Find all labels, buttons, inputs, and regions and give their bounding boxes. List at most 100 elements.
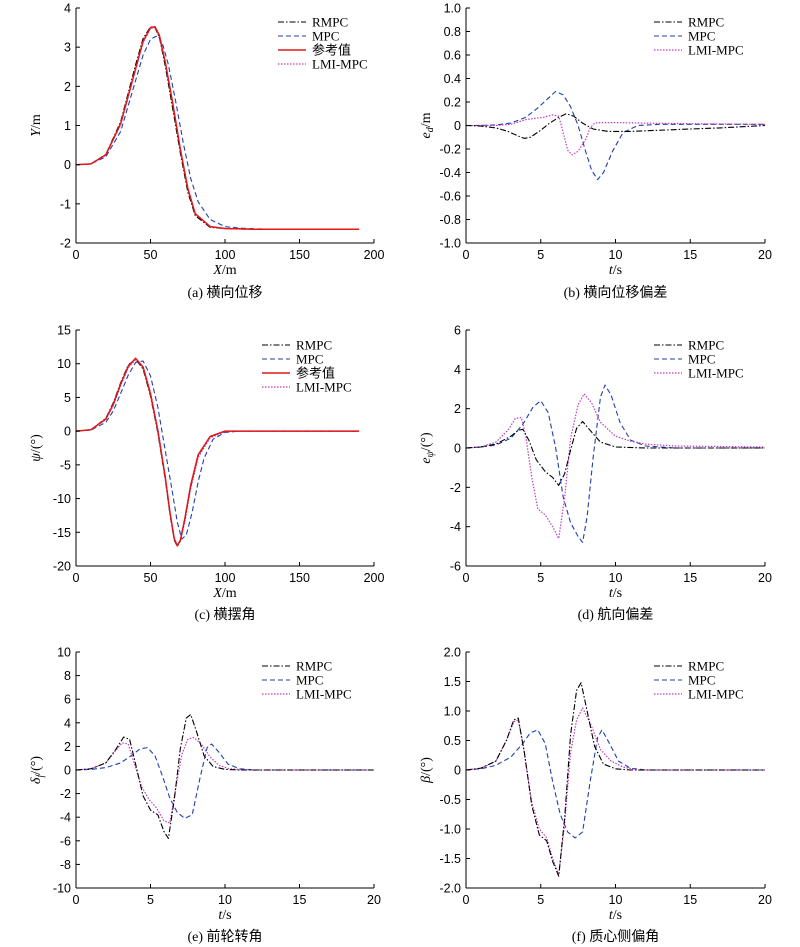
- y-tick-label: 4: [64, 2, 71, 16]
- y-axis-label: eψ/(°): [419, 432, 436, 464]
- legend-label-LMI-MPC: LMI-MPC: [296, 687, 352, 702]
- y-tick-label: -20: [53, 560, 71, 574]
- y-tick-label: 1: [64, 119, 71, 133]
- legend-label-RMPC: RMPC: [296, 659, 332, 674]
- y-tick-label: -0.6: [439, 190, 461, 204]
- legend-label-RMPC: RMPC: [688, 15, 724, 30]
- y-tick-label: 0: [64, 764, 71, 778]
- series-line-LMI-MPC: [465, 707, 765, 876]
- series-line-LMI-MPC: [466, 114, 766, 156]
- chart-panel-0: 0 50 100 150 200 -2 -1 0 1 2 3 4 X/m Y/m RMPCMPC参考值LMI…: [29, 2, 384, 302]
- y-tick-label: 0.5: [444, 734, 461, 748]
- y-tick-label: -10: [53, 492, 71, 506]
- x-axis-label: X/m: [212, 586, 236, 601]
- chart-panel-3: 0 5 10 15 20 -6 -4 -2 0 2 4 6 t/s eψ/(°) RMPCMPCLMI-MP…: [419, 324, 772, 624]
- y-tick-label: -1.5: [439, 852, 461, 866]
- y-tick-label: 6: [454, 324, 461, 338]
- y-tick-label: -0.8: [439, 213, 461, 227]
- x-tick-label: 0: [73, 248, 80, 262]
- x-tick-label: 0: [463, 248, 470, 262]
- y-tick-label: -6: [60, 834, 71, 848]
- series-line-MPC: [466, 90, 765, 181]
- x-axis-label: t/s: [609, 263, 622, 278]
- x-tick-label: 0: [73, 893, 80, 907]
- y-tick-label: -4: [60, 811, 71, 825]
- x-tick-label: 200: [364, 248, 385, 262]
- y-tick-label: 3: [64, 41, 71, 55]
- y-axis-label: ψ/(°): [29, 434, 44, 462]
- chart-panel-5: 0 5 10 15 20 -2.0 -1.5 -1.0 -0.5 0 0.5 1.0 1.5 2.0 t/s…: [419, 646, 772, 946]
- y-tick-label: -1: [60, 197, 71, 211]
- y-tick-label: 2.0: [444, 646, 461, 660]
- legend-label-LMI-MPC: LMI-MPC: [688, 366, 744, 381]
- y-tick-label: 0.4: [444, 72, 461, 86]
- panel-caption: (a) 横向位移: [187, 285, 262, 301]
- legend-label-RMPC: RMPC: [688, 338, 724, 353]
- legend-label-RMPC: RMPC: [296, 338, 332, 353]
- y-tick-label: 6: [64, 693, 71, 707]
- legend-label-LMI-MPC: LMI-MPC: [312, 57, 368, 72]
- y-tick-label: 10: [57, 646, 71, 660]
- y-tick-label: -4: [450, 520, 461, 534]
- x-tick-label: 15: [683, 571, 697, 585]
- x-tick-label: 0: [463, 893, 470, 907]
- x-axis-label: t/s: [609, 908, 622, 923]
- y-tick-label: -6: [450, 560, 461, 574]
- y-axis-label: δf/(°): [29, 756, 46, 784]
- y-tick-label: 0: [64, 158, 71, 172]
- series-line-参考值: [75, 26, 360, 231]
- series-line-LMI-MPC: [75, 736, 374, 824]
- x-tick-label: 200: [364, 571, 385, 585]
- y-tick-label: 1.0: [444, 2, 461, 16]
- y-tick-label: 10: [57, 357, 71, 371]
- x-tick-label: 50: [144, 248, 158, 262]
- y-tick-label: 0: [454, 442, 461, 456]
- x-axis-label: t/s: [609, 586, 622, 601]
- legend-label-RMPC: RMPC: [688, 659, 724, 674]
- legend-label-MPC: MPC: [296, 673, 323, 688]
- series-line-MPC: [75, 34, 360, 230]
- y-tick-label: -0.4: [439, 166, 461, 180]
- legend-label-LMI-MPC: LMI-MPC: [296, 380, 352, 395]
- series-line-MPC: [75, 360, 360, 540]
- y-tick-label: 2: [64, 740, 71, 754]
- x-tick-label: 20: [367, 893, 381, 907]
- x-tick-label: 10: [609, 248, 623, 262]
- y-axis-label: Y/m: [29, 114, 44, 137]
- series-line-MPC: [465, 729, 765, 839]
- x-axis-label: X/m: [212, 263, 236, 278]
- x-tick-label: 100: [215, 571, 236, 585]
- y-tick-label: 2: [64, 80, 71, 94]
- y-tick-label: -2: [60, 237, 71, 251]
- x-tick-label: 10: [609, 893, 623, 907]
- y-tick-label: -15: [53, 526, 71, 540]
- series-line-MPC: [75, 743, 374, 819]
- y-tick-label: -10: [53, 882, 71, 896]
- chart-panel-2: 0 50 100 150 200 -20 -15 -10 -5 0 5 10 15 X/m ψ/(°) RMP…: [29, 324, 384, 624]
- x-tick-label: 150: [289, 248, 310, 262]
- y-tick-label: -0.5: [439, 793, 461, 807]
- y-tick-label: -0.2: [439, 143, 461, 157]
- legend-label-参考值: 参考值: [312, 43, 351, 58]
- y-tick-label: 2: [454, 402, 461, 416]
- y-tick-label: 0.8: [444, 25, 461, 39]
- x-tick-label: 20: [758, 248, 772, 262]
- y-tick-label: -1.0: [439, 237, 461, 251]
- y-tick-label: -5: [60, 458, 71, 472]
- y-tick-label: -1.0: [439, 823, 461, 837]
- y-axis-label: ed/m: [419, 112, 436, 138]
- x-tick-label: 10: [218, 893, 232, 907]
- x-tick-label: 5: [537, 571, 544, 585]
- chart-panel-1: 0 5 10 15 20 -1.0 -0.8 -0.6 -0.4 -0.2 0 0.2 0.4 0.6 0.…: [419, 2, 772, 302]
- series-line-参考值: [75, 357, 360, 547]
- x-tick-label: 15: [683, 893, 697, 907]
- x-tick-label: 0: [463, 571, 470, 585]
- legend-label-LMI-MPC: LMI-MPC: [688, 43, 744, 58]
- x-axis-label: t/s: [218, 908, 231, 923]
- legend-label-MPC: MPC: [312, 29, 339, 44]
- y-tick-label: -2.0: [439, 882, 461, 896]
- x-tick-label: 0: [73, 571, 80, 585]
- panel-caption: (e) 前轮转角: [187, 928, 262, 945]
- legend-label-MPC: MPC: [688, 29, 715, 44]
